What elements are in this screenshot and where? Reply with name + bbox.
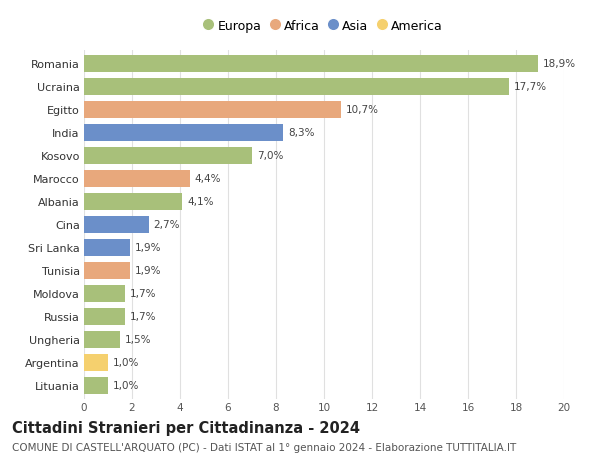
Bar: [84, 308, 125, 325]
Text: 8,3%: 8,3%: [288, 128, 314, 138]
Bar: [84, 240, 130, 256]
Text: 1,7%: 1,7%: [130, 312, 156, 322]
Text: 2,7%: 2,7%: [154, 220, 180, 230]
Bar: [84, 125, 283, 141]
Bar: [84, 217, 149, 233]
Bar: [84, 354, 108, 371]
Text: Cittadini Stranieri per Cittadinanza - 2024: Cittadini Stranieri per Cittadinanza - 2…: [12, 420, 360, 435]
Text: 1,0%: 1,0%: [113, 358, 139, 368]
Text: 4,1%: 4,1%: [187, 197, 214, 207]
Text: 4,4%: 4,4%: [194, 174, 221, 184]
Text: 1,9%: 1,9%: [134, 266, 161, 276]
Text: 1,5%: 1,5%: [125, 335, 151, 345]
Bar: [84, 263, 130, 279]
Legend: Europa, Africa, Asia, America: Europa, Africa, Asia, America: [202, 17, 446, 37]
Text: 7,0%: 7,0%: [257, 151, 283, 161]
Bar: [84, 56, 538, 73]
Bar: [84, 331, 120, 348]
Bar: [84, 79, 509, 95]
Text: 18,9%: 18,9%: [542, 59, 575, 69]
Text: 1,0%: 1,0%: [113, 381, 139, 391]
Bar: [84, 102, 341, 118]
Bar: [84, 148, 252, 164]
Bar: [84, 171, 190, 187]
Text: 17,7%: 17,7%: [514, 82, 547, 92]
Text: COMUNE DI CASTELL'ARQUATO (PC) - Dati ISTAT al 1° gennaio 2024 - Elaborazione TU: COMUNE DI CASTELL'ARQUATO (PC) - Dati IS…: [12, 442, 516, 452]
Text: 1,7%: 1,7%: [130, 289, 156, 299]
Bar: [84, 377, 108, 394]
Bar: [84, 194, 182, 210]
Bar: [84, 285, 125, 302]
Text: 10,7%: 10,7%: [346, 105, 379, 115]
Text: 1,9%: 1,9%: [134, 243, 161, 253]
